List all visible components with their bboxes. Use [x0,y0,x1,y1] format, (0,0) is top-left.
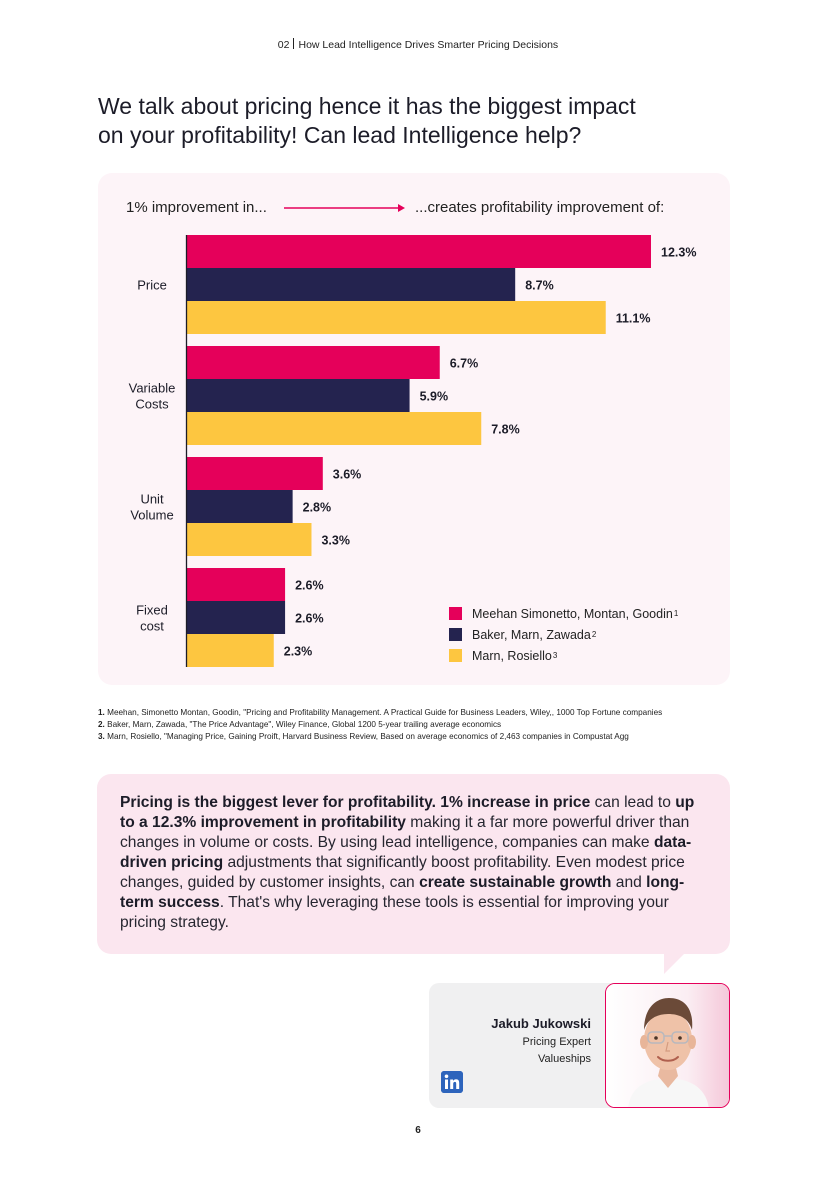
legend-swatch [449,649,462,662]
legend-label: Meehan Simonetto, Montan, Goodin [472,606,673,621]
page-number: 6 [415,1125,421,1136]
quote-bubble-tail [664,952,686,974]
legend-label: Marn, Rosiello [472,648,552,663]
legend-footnote-ref: 1 [673,609,679,618]
quote-text: Pricing is the biggest lever for profita… [120,794,695,931]
author-company: Valueships [538,1053,591,1065]
header-divider [293,38,295,49]
author-portrait-icon [606,984,729,1107]
arrow-right-icon [284,204,405,212]
linkedin-icon[interactable] [441,1071,463,1093]
headline-line-2: on your profitability! Can lead Intellig… [98,122,582,148]
legend-item: Baker, Marn, Zawada 2 [449,624,678,645]
section-title: How Lead Intelligence Drives Smarter Pri… [298,39,559,51]
legend-label: Baker, Marn, Zawada [472,627,591,642]
page-header: 02 How Lead Intelligence Drives Smarter P… [0,38,836,51]
author-role: Pricing Expert [522,1036,591,1048]
legend-item: Meehan Simonetto, Montan, Goodin 1 [449,603,678,624]
headline-line-1: We talk about pricing hence it has the b… [98,93,636,119]
author-name: Jakub Jukowski [491,1016,591,1031]
page-headline: We talk about pricing hence it has the b… [98,92,738,150]
footnote: 2. Baker, Marn, Zawada, "The Price Advan… [98,720,502,729]
quote-card [97,774,730,954]
legend-swatch [449,628,462,641]
flow-left-text: 1% improvement in... [126,199,267,216]
legend-swatch [449,607,462,620]
flow-right-text: ...creates profitability improvement of: [415,199,665,216]
legend-item: Marn, Rosiello 3 [449,645,678,666]
footnotes: 1. Meehan, Simonetto Montan, Goodin, "Pr… [98,707,738,743]
author-photo [605,983,730,1108]
chart-legend: Meehan Simonetto, Montan, Goodin 1 Baker,… [449,603,678,666]
footnote: 1. Meehan, Simonetto Montan, Goodin, "Pr… [98,708,663,717]
section-number: 02 [277,39,290,51]
footnote: 3. Marn, Rosiello, "Managing Price, Gain… [98,732,629,741]
legend-footnote-ref: 2 [591,630,597,639]
legend-footnote-ref: 3 [552,651,558,660]
